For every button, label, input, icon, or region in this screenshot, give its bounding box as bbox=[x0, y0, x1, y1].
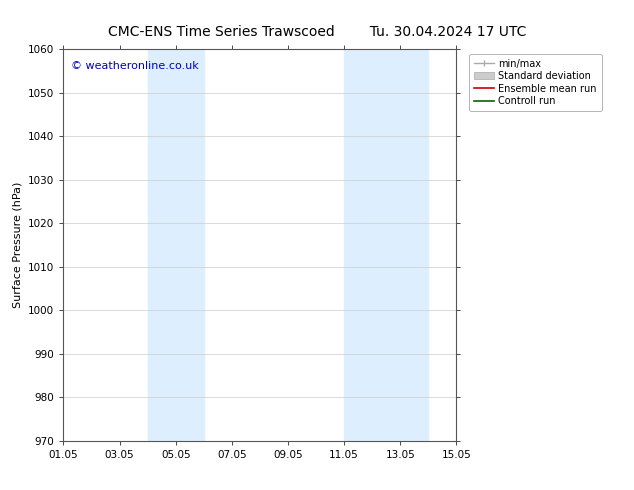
Text: © weatheronline.co.uk: © weatheronline.co.uk bbox=[71, 61, 199, 71]
Text: CMC-ENS Time Series Trawscoed        Tu. 30.04.2024 17 UTC: CMC-ENS Time Series Trawscoed Tu. 30.04.… bbox=[108, 24, 526, 39]
Bar bbox=[148, 49, 204, 441]
Legend: min/max, Standard deviation, Ensemble mean run, Controll run: min/max, Standard deviation, Ensemble me… bbox=[469, 54, 602, 111]
Bar bbox=[344, 49, 429, 441]
Y-axis label: Surface Pressure (hPa): Surface Pressure (hPa) bbox=[13, 182, 23, 308]
